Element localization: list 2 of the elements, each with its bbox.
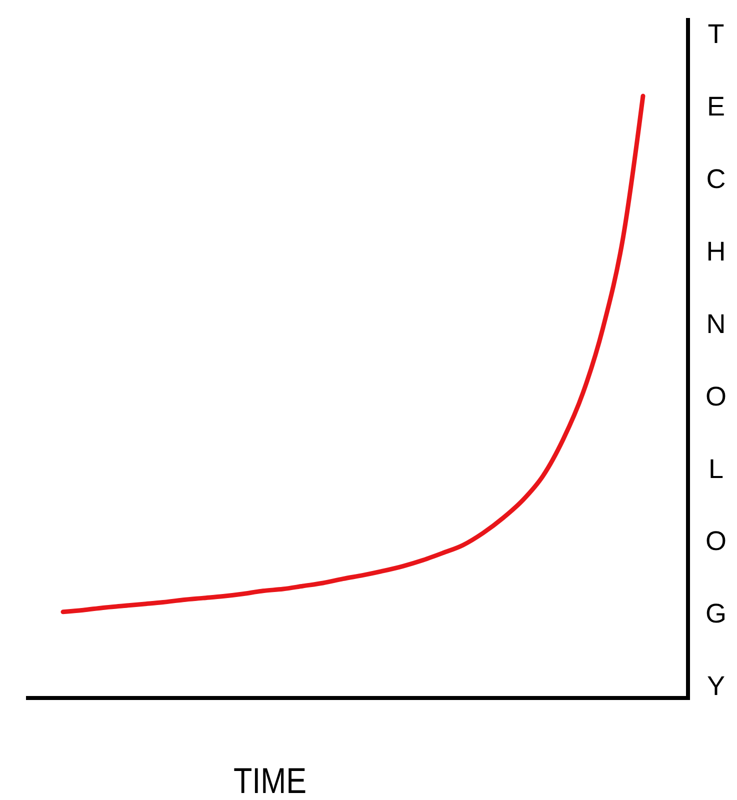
text: TECHNOLOGY bbox=[705, 19, 727, 702]
x-axis-title: TIME bbox=[233, 762, 307, 800]
